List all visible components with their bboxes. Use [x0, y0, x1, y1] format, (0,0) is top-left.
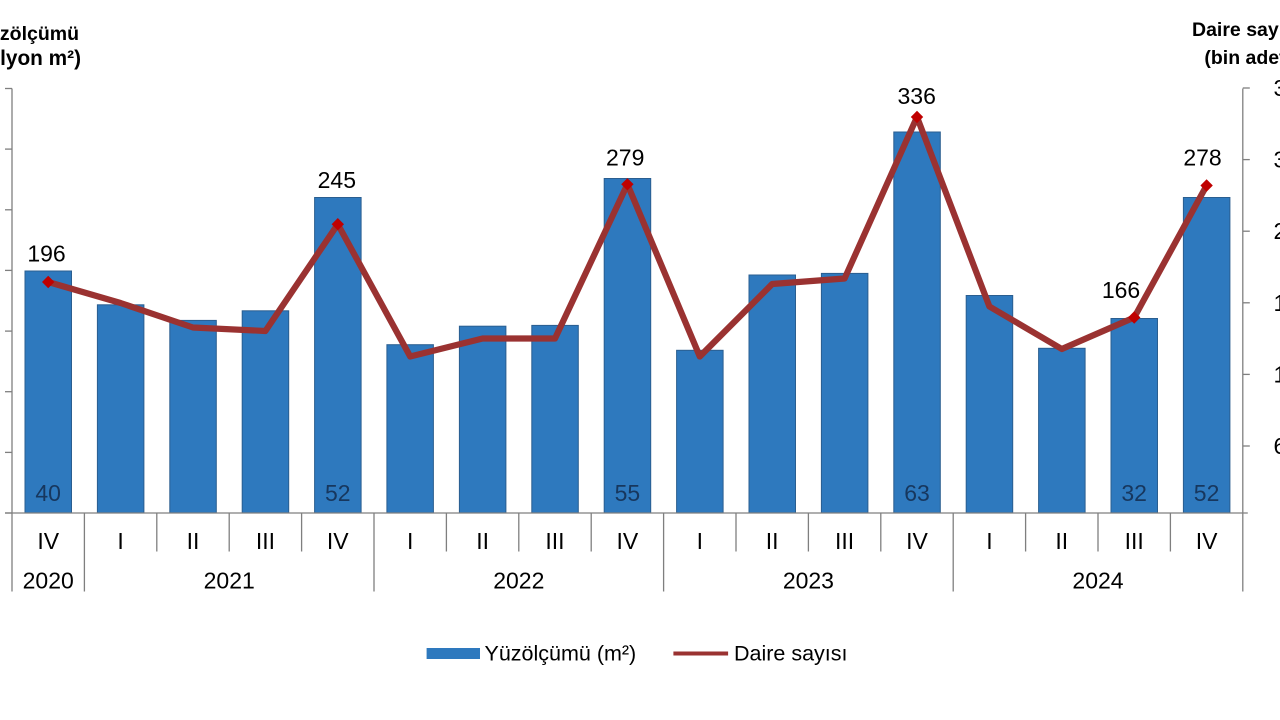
svg-text:63: 63 — [904, 480, 930, 506]
svg-text:(bin adet): (bin adet) — [1204, 47, 1280, 69]
svg-text:III: III — [256, 528, 275, 554]
svg-text:2023: 2023 — [783, 568, 834, 594]
svg-text:IV: IV — [906, 528, 928, 554]
svg-text:Yüzölçümü: Yüzölçümü — [0, 23, 79, 45]
svg-text:52: 52 — [325, 480, 351, 506]
svg-text:III: III — [545, 528, 564, 554]
svg-text:Yüzölçümü (m²): Yüzölçümü (m²) — [485, 642, 637, 666]
svg-text:278: 278 — [1183, 144, 1221, 170]
svg-text:245: 245 — [318, 167, 356, 193]
svg-text:I: I — [986, 528, 992, 554]
svg-text:279: 279 — [606, 145, 644, 171]
svg-text:360: 360 — [1274, 75, 1280, 101]
svg-text:I: I — [407, 528, 413, 554]
svg-text:120: 120 — [1274, 361, 1280, 387]
svg-text:60: 60 — [1274, 433, 1280, 459]
svg-text:2024: 2024 — [1072, 568, 1123, 594]
svg-text:(milyon m²): (milyon m²) — [0, 47, 81, 70]
svg-text:II: II — [766, 528, 779, 554]
svg-text:166: 166 — [1102, 277, 1140, 303]
svg-text:III: III — [1125, 528, 1144, 554]
svg-text:300: 300 — [1274, 147, 1280, 173]
svg-text:IV: IV — [1196, 528, 1218, 554]
svg-text:2020: 2020 — [23, 568, 74, 594]
svg-text:196: 196 — [27, 240, 65, 266]
svg-text:I: I — [117, 528, 123, 554]
svg-text:Daire sayısı: Daire sayısı — [734, 642, 848, 666]
svg-text:IV: IV — [327, 528, 349, 554]
svg-text:I: I — [697, 528, 703, 554]
svg-text:II: II — [1055, 528, 1068, 554]
svg-text:180: 180 — [1274, 290, 1280, 316]
svg-text:240: 240 — [1274, 218, 1280, 244]
svg-text:III: III — [835, 528, 854, 554]
svg-text:52: 52 — [1194, 480, 1220, 506]
svg-text:IV: IV — [617, 528, 639, 554]
svg-text:2021: 2021 — [204, 568, 255, 594]
svg-text:32: 32 — [1121, 480, 1147, 506]
svg-text:336: 336 — [898, 83, 936, 109]
svg-text:II: II — [476, 528, 489, 554]
svg-text:2022: 2022 — [493, 568, 544, 594]
svg-text:IV: IV — [37, 528, 59, 554]
svg-text:II: II — [187, 528, 200, 554]
svg-text:55: 55 — [615, 480, 641, 506]
svg-text:Daire sayısı: Daire sayısı — [1192, 19, 1280, 41]
svg-text:40: 40 — [35, 480, 61, 506]
